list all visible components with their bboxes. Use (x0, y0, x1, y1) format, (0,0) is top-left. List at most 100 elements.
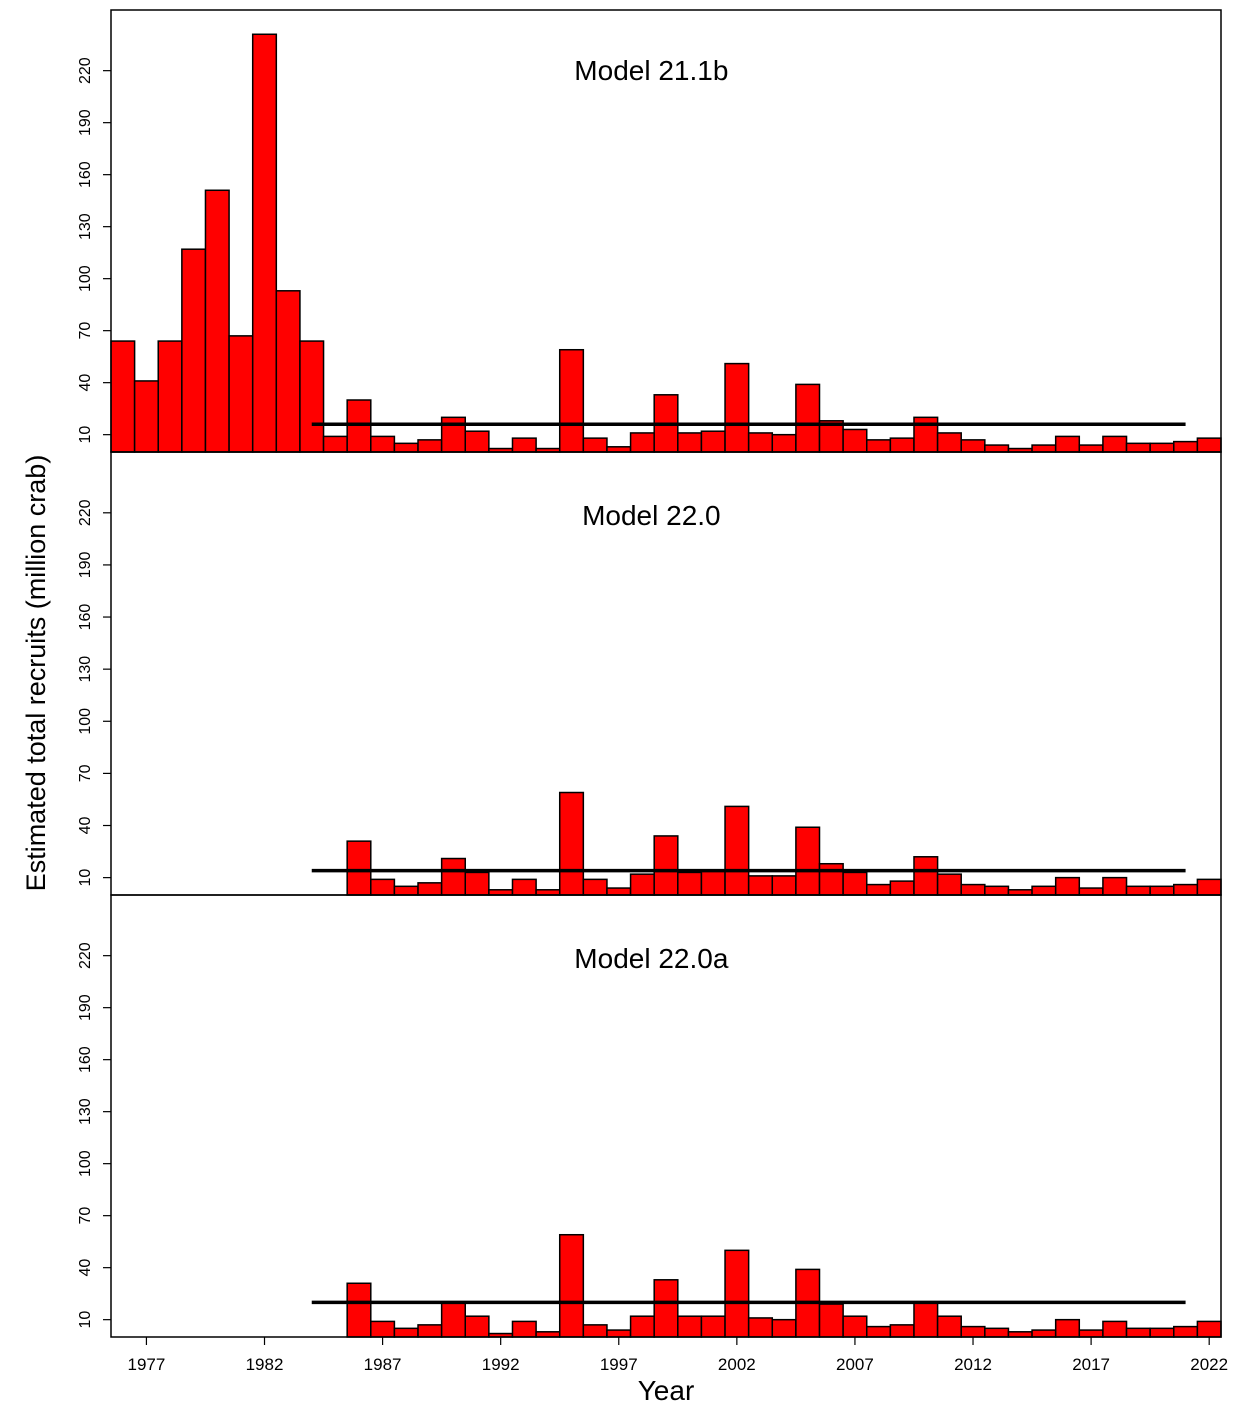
bar-1997 (606, 887, 632, 896)
bar-1998 (629, 873, 655, 896)
bar-2012 (960, 883, 986, 896)
bar-1986 (346, 1282, 372, 1338)
bar-2015 (1031, 885, 1057, 896)
bar-2011 (936, 1315, 962, 1338)
bar-2021 (1173, 1325, 1199, 1338)
x-tick-label: 2017 (1072, 1355, 1110, 1374)
bar-2020 (1149, 885, 1175, 896)
bar-1991 (464, 430, 490, 453)
bar-1993 (511, 437, 537, 453)
bar-1981 (228, 335, 254, 453)
bar-2001 (700, 1315, 726, 1338)
y-axis-label: Estimated total recruits (million crab) (21, 455, 51, 892)
bar-2004 (771, 875, 797, 896)
y-tick-label: 130 (77, 1098, 94, 1125)
y-tick-label: 160 (77, 604, 94, 631)
y-tick-label: 160 (77, 1046, 94, 1073)
bar-1993 (511, 1320, 537, 1338)
bar-2003 (747, 875, 774, 896)
bar-2015 (1031, 444, 1057, 453)
bar-1987 (370, 435, 396, 453)
panel-title: Model 22.0a (574, 943, 729, 974)
x-tick-label: 2022 (1190, 1355, 1228, 1374)
bar-1978 (157, 340, 183, 453)
y-tick-label: 220 (77, 942, 94, 969)
y-tick-label: 190 (77, 551, 94, 578)
bar-1982 (251, 33, 278, 453)
bar-2002 (724, 362, 750, 453)
bar-2000 (677, 1315, 703, 1338)
bar-2022 (1196, 437, 1222, 453)
bar-1994 (535, 1331, 561, 1338)
bar-1976 (110, 340, 136, 453)
bar-1994 (535, 889, 561, 896)
bars-group (110, 33, 1222, 453)
panel-3: 10 40 70 100 130 160 190 220 Model 22.0a (77, 894, 1222, 1338)
bar-2019 (1125, 1327, 1151, 1338)
bar-2011 (936, 432, 962, 453)
bar-2015 (1031, 1329, 1057, 1338)
bar-2020 (1149, 442, 1175, 453)
bar-2018 (1102, 435, 1128, 453)
bar-2013 (984, 444, 1010, 453)
panel-2: 10 40 70 100 130 160 190 220 Model 22.0 (77, 451, 1222, 896)
bar-2004 (771, 433, 797, 453)
bar-1996 (582, 437, 608, 453)
bar-1995 (558, 791, 585, 896)
bar-1993 (511, 878, 537, 896)
x-axis-label: Year (638, 1375, 695, 1406)
bar-2019 (1125, 442, 1151, 453)
bar-2005 (795, 383, 821, 453)
bar-2013 (984, 885, 1010, 896)
bar-1985 (322, 435, 348, 453)
bar-1991 (464, 1315, 490, 1338)
bar-2002 (724, 805, 750, 896)
bar-1990 (440, 1301, 467, 1338)
bar-1979 (181, 248, 207, 453)
bar-2000 (677, 871, 703, 896)
x-tick-label: 1977 (128, 1355, 166, 1374)
y-tick-label: 10 (77, 1311, 94, 1329)
bar-2004 (771, 1318, 797, 1338)
y-tick-label: 70 (77, 764, 94, 782)
bar-2012 (960, 1325, 986, 1338)
bar-2021 (1173, 440, 1199, 453)
bar-2018 (1102, 1320, 1128, 1338)
bar-2017 (1078, 1329, 1104, 1338)
bar-2022 (1196, 878, 1222, 896)
bar-2008 (865, 883, 892, 896)
bar-2014 (1007, 1331, 1033, 1338)
y-tick-label: 220 (77, 499, 94, 526)
bar-2018 (1102, 876, 1128, 896)
bar-1999 (653, 835, 679, 896)
bar-2016 (1054, 435, 1081, 453)
bar-1984 (299, 340, 325, 453)
panel-frame (110, 894, 1222, 1338)
bar-1977 (133, 380, 159, 453)
bar-1992 (488, 889, 514, 896)
bar-2013 (984, 1327, 1010, 1338)
bar-2016 (1054, 876, 1081, 896)
bar-2019 (1125, 885, 1151, 896)
x-tick-label: 1997 (600, 1355, 638, 1374)
panel-1: 10 40 70 100 130 160 190 220 Model 21.1b (77, 9, 1222, 453)
bar-2020 (1149, 1327, 1175, 1338)
y-tick-label: 100 (77, 708, 94, 735)
bar-1997 (606, 1329, 632, 1338)
bar-1998 (629, 1315, 655, 1338)
bar-2007 (842, 428, 868, 453)
x-tick-label: 1992 (482, 1355, 520, 1374)
bar-1987 (370, 878, 396, 896)
x-tick-label: 1982 (246, 1355, 284, 1374)
bar-2010 (913, 856, 939, 896)
bar-2021 (1173, 883, 1199, 896)
bar-2001 (700, 869, 726, 896)
bar-1995 (558, 348, 585, 453)
y-tick-label: 190 (77, 109, 94, 136)
bar-2001 (700, 430, 726, 453)
bar-2016 (1054, 1318, 1081, 1338)
bar-2002 (724, 1249, 750, 1338)
y-tick-label: 160 (77, 161, 94, 188)
